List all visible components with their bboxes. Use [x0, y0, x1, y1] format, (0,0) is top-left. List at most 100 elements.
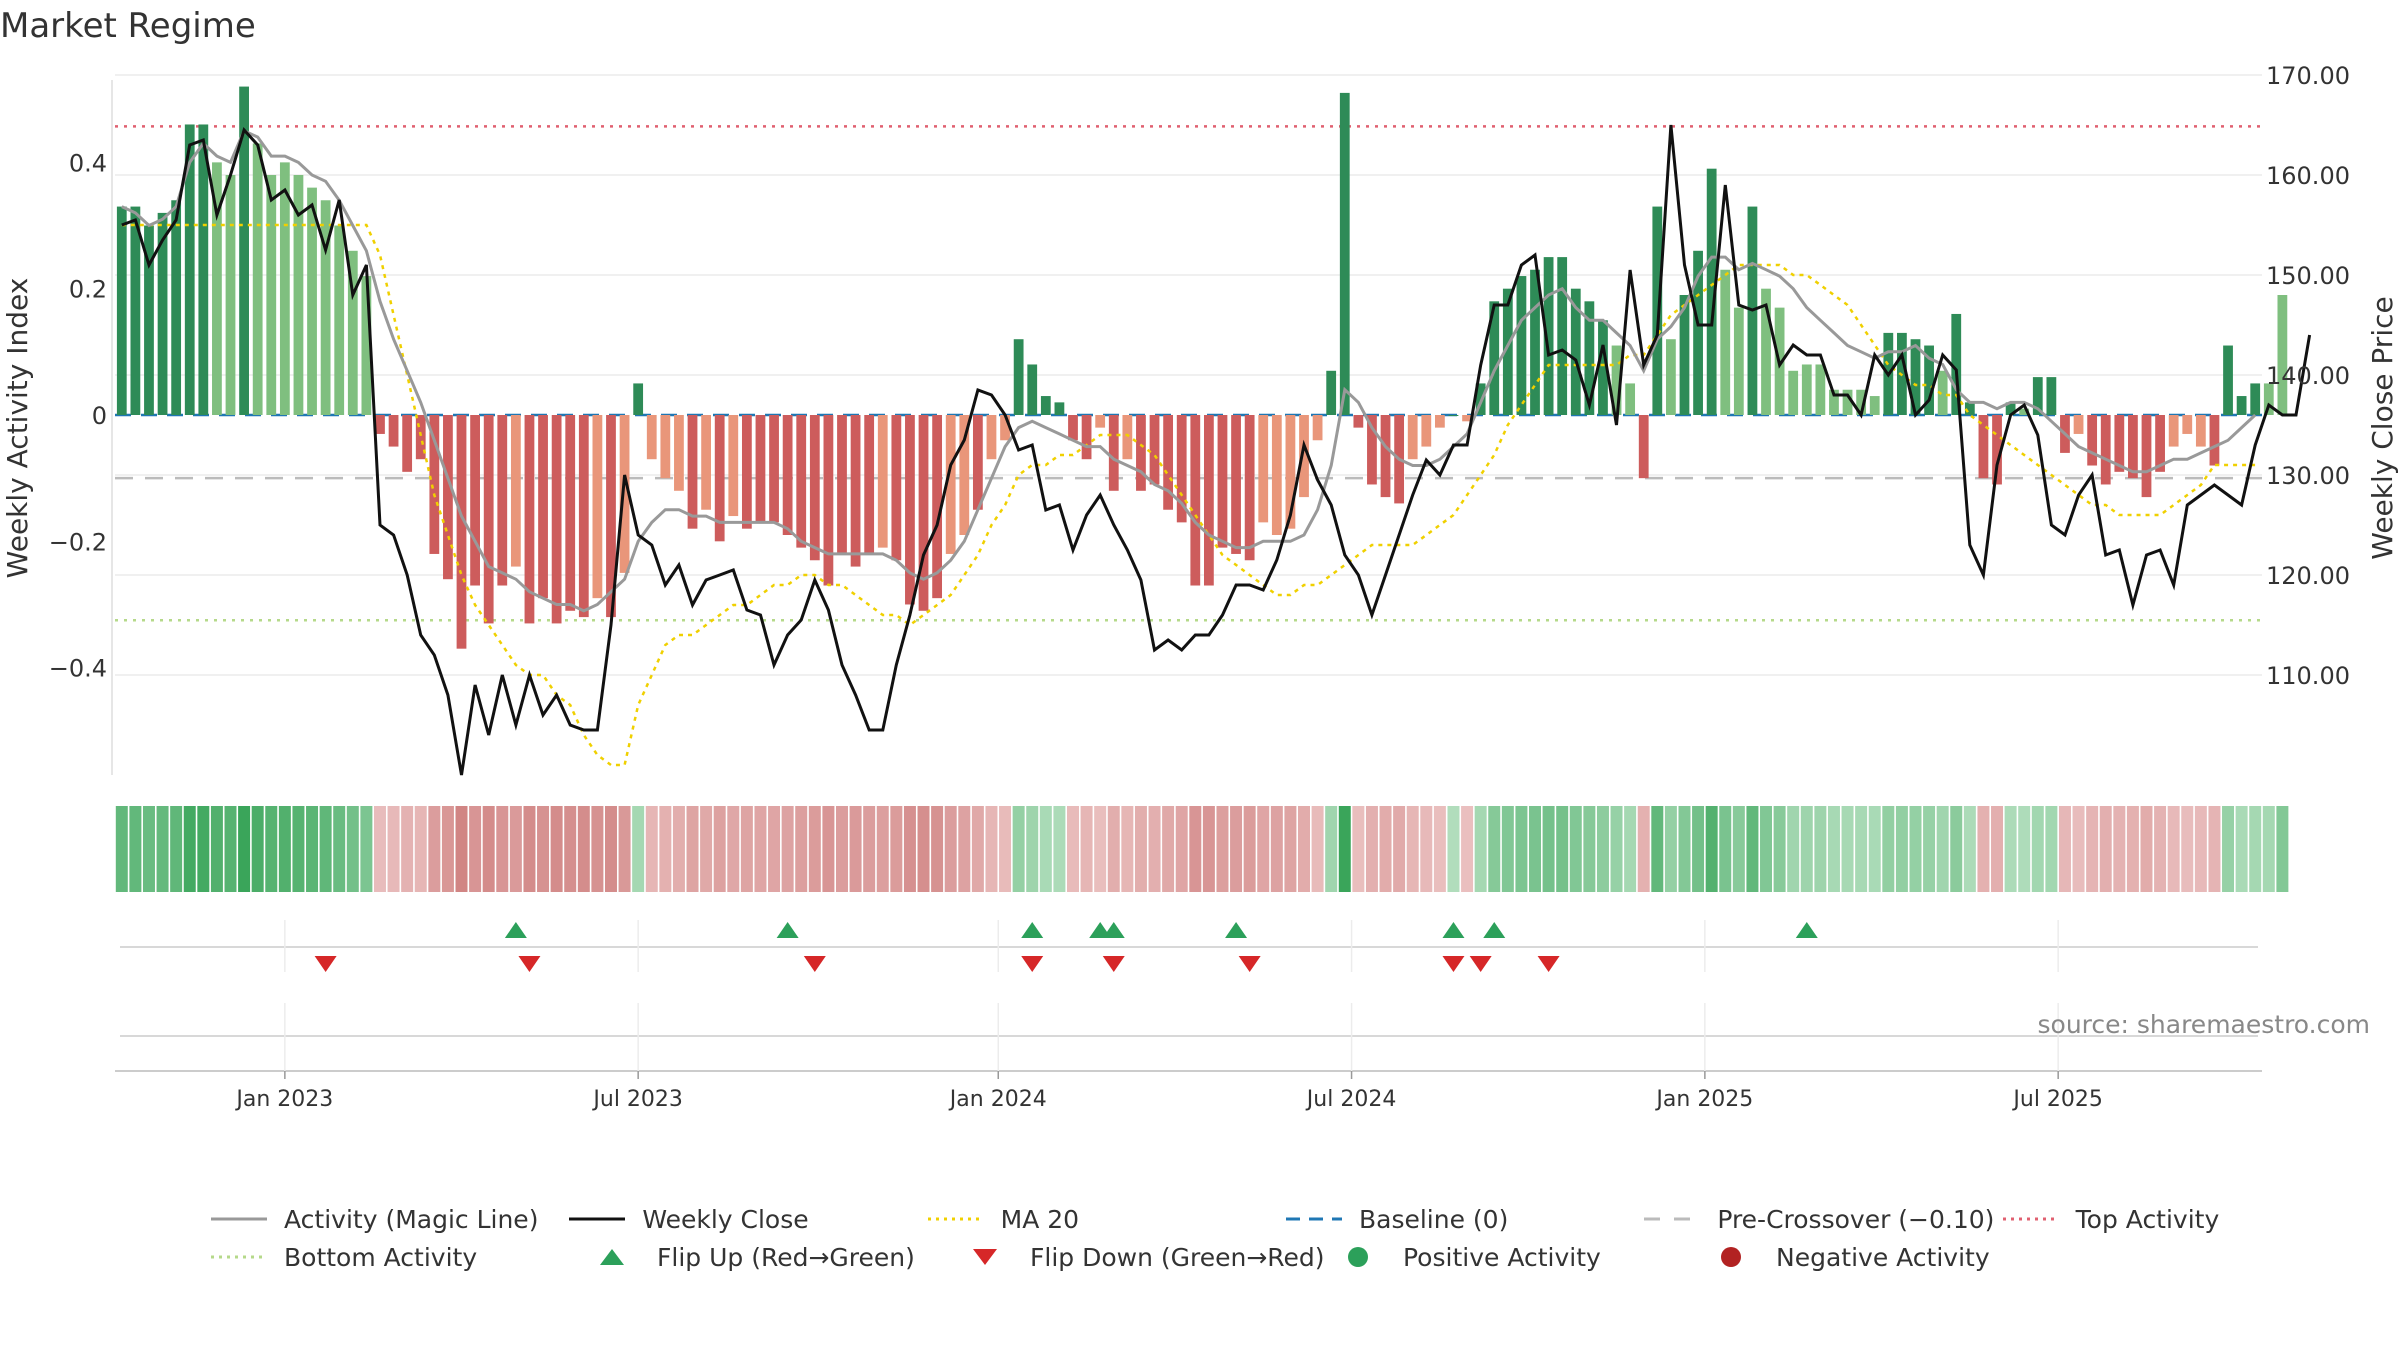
regime-cell [1257, 806, 1270, 892]
legend-swatch [600, 1249, 624, 1265]
activity-bar [2100, 415, 2111, 485]
activity-bar [2223, 345, 2233, 415]
regime-cell [265, 806, 278, 892]
activity-bar [1679, 295, 1690, 415]
regime-cell [523, 806, 536, 892]
legend-label: Baseline (0) [1358, 1204, 1509, 1234]
activity-bar [1693, 250, 1703, 415]
activity-bar [592, 415, 603, 599]
activity-bar [1720, 269, 1731, 415]
activity-bar [1258, 415, 1269, 523]
regime-cell [740, 806, 753, 892]
legend-row: Bottom Activity Flip Up (Red→Green) Flip D… [210, 1238, 2360, 1276]
activity-bar [986, 415, 997, 460]
regime-cell [2086, 806, 2099, 892]
activity-bar [347, 250, 358, 415]
legend-swatch [1285, 1217, 1342, 1221]
flip-markers [120, 922, 2258, 1037]
activity-bar [633, 383, 644, 415]
activity-bar [2019, 408, 2030, 415]
regime-cell [537, 806, 550, 892]
regime-cell [197, 806, 210, 892]
activity-bar [1557, 257, 1568, 415]
activity-bar [1992, 415, 2002, 485]
regime-cell [1542, 806, 1555, 892]
regime-cell [183, 806, 196, 892]
activity-bar [1407, 415, 1418, 460]
regime-cell [2099, 806, 2112, 892]
flip-down-marker [1238, 956, 1261, 972]
legend-label: Flip Up (Red→Green) [657, 1242, 915, 1272]
flip-up-marker [1483, 922, 1506, 938]
regime-cell [645, 806, 658, 892]
regime-cell [822, 806, 835, 892]
regime-cell [306, 806, 319, 892]
regime-cell [1760, 806, 1773, 892]
activity-bar [2141, 415, 2152, 498]
right-axis-label: Weekly Close Price [2366, 296, 2399, 559]
flip-up-marker [504, 922, 527, 938]
regime-cell [1814, 806, 1827, 892]
regime-cell [1148, 806, 1161, 892]
x-tick-label: Jan 2025 [1654, 1087, 1753, 1112]
activity-bar [1924, 345, 1934, 415]
legend-swatch [1348, 1247, 1368, 1267]
regime-cell [401, 806, 414, 892]
regime-cell [1433, 806, 1446, 892]
legend-tri-down [973, 1249, 997, 1265]
activity-bar [2114, 415, 2125, 472]
regime-cell [1230, 806, 1243, 892]
regime-cell [863, 806, 876, 892]
regime-cell [1202, 806, 1215, 892]
regime-cell [142, 806, 155, 892]
legend-swatch [973, 1249, 997, 1265]
regime-cell [768, 806, 781, 892]
activity-bar [429, 415, 440, 554]
regime-cell [2249, 806, 2262, 892]
activity-bar [2168, 415, 2179, 447]
regime-cell [564, 806, 577, 892]
regime-cell [1488, 806, 1501, 892]
activity-bar [701, 415, 711, 510]
regime-cell [1379, 806, 1392, 892]
activity-bar [239, 86, 249, 415]
activity-bar [1829, 389, 1839, 415]
flip-up-marker [1442, 922, 1465, 938]
regime-cell [1039, 806, 1052, 892]
chart-title: Market Regime [0, 6, 256, 46]
regime-cell [1841, 806, 1854, 892]
activity-bar [837, 415, 847, 554]
grid-lines [115, 74, 2262, 676]
regime-cell [1311, 806, 1324, 892]
regime-cell [1569, 806, 1582, 892]
activity-bar [307, 187, 317, 415]
regime-cell [1868, 806, 1881, 892]
series-lines [121, 124, 2312, 776]
activity-bar [1122, 415, 1133, 460]
regime-cell [115, 806, 128, 892]
activity-bar [905, 415, 915, 605]
regime-cell [1461, 806, 1474, 892]
regime-cell [550, 806, 563, 892]
regime-cell [1936, 806, 1949, 892]
activity-bar [1502, 288, 1513, 415]
regime-cell [1651, 806, 1664, 892]
regime-cell [1107, 806, 1120, 892]
regime-cell [890, 806, 903, 892]
regime-cell [2154, 806, 2167, 892]
flip-up-marker [1225, 922, 1248, 938]
activity-bar [2128, 415, 2138, 479]
x-tick-label: Jan 2024 [948, 1087, 1047, 1112]
regime-cell [1855, 806, 1868, 892]
regime-cell [618, 806, 631, 892]
regime-cell [387, 806, 400, 892]
legend-item: Negative Activity [1702, 1243, 2075, 1272]
legend: Activity (Magic Line) Weekly Close MA 20 Ba… [210, 1200, 2360, 1276]
regime-cell [1556, 806, 1569, 892]
legend-label: Bottom Activity [284, 1242, 478, 1272]
activity-bar [2277, 295, 2288, 415]
right-tick-label: 160.00 [2266, 162, 2350, 190]
activity-bar [2250, 383, 2261, 415]
activity-bar [687, 415, 698, 529]
regime-cell [2262, 806, 2275, 892]
